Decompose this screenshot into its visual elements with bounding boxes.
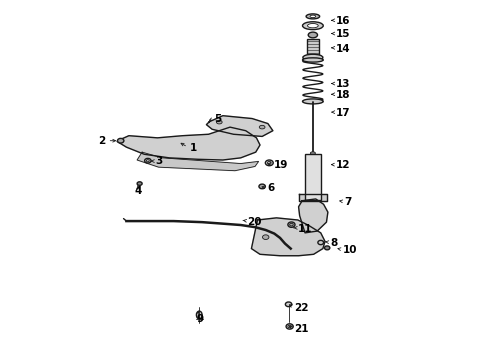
- Ellipse shape: [266, 160, 273, 166]
- Ellipse shape: [302, 58, 323, 62]
- Text: 5: 5: [215, 113, 222, 123]
- Text: 17: 17: [336, 108, 351, 118]
- Bar: [305, 154, 321, 200]
- Text: 1: 1: [190, 143, 197, 153]
- Polygon shape: [206, 116, 273, 136]
- Text: 2: 2: [98, 136, 106, 146]
- Polygon shape: [137, 152, 259, 171]
- Ellipse shape: [217, 120, 222, 124]
- Text: 7: 7: [344, 197, 352, 207]
- Ellipse shape: [303, 54, 323, 61]
- Text: 19: 19: [273, 159, 288, 170]
- Ellipse shape: [306, 14, 319, 19]
- Text: 6: 6: [268, 183, 275, 193]
- Text: 9: 9: [197, 314, 204, 324]
- Polygon shape: [298, 194, 327, 201]
- Text: 14: 14: [336, 44, 351, 54]
- Ellipse shape: [263, 235, 269, 239]
- Polygon shape: [117, 127, 260, 160]
- Ellipse shape: [308, 32, 318, 38]
- Ellipse shape: [196, 311, 202, 319]
- Text: 4: 4: [134, 186, 142, 197]
- Ellipse shape: [318, 240, 323, 245]
- Ellipse shape: [285, 302, 292, 307]
- Text: 12: 12: [336, 159, 350, 170]
- Text: 21: 21: [294, 324, 309, 334]
- Ellipse shape: [259, 125, 265, 129]
- Ellipse shape: [145, 158, 151, 163]
- Text: 11: 11: [298, 224, 312, 234]
- Ellipse shape: [137, 182, 142, 185]
- Text: 16: 16: [336, 16, 350, 26]
- Text: 3: 3: [156, 156, 163, 166]
- Ellipse shape: [288, 222, 295, 227]
- Text: 15: 15: [336, 29, 350, 39]
- Ellipse shape: [302, 22, 323, 30]
- Text: 8: 8: [330, 238, 337, 248]
- Ellipse shape: [259, 184, 266, 189]
- Bar: [307, 39, 318, 56]
- Ellipse shape: [310, 152, 316, 155]
- Polygon shape: [298, 199, 328, 233]
- Ellipse shape: [308, 23, 318, 28]
- Polygon shape: [251, 218, 325, 256]
- Text: 18: 18: [336, 90, 350, 100]
- Ellipse shape: [310, 15, 316, 18]
- Text: 22: 22: [294, 303, 309, 313]
- Ellipse shape: [286, 324, 293, 329]
- Text: 13: 13: [336, 79, 350, 89]
- Text: 20: 20: [247, 217, 261, 227]
- Ellipse shape: [302, 99, 323, 104]
- Text: 10: 10: [343, 246, 357, 255]
- Ellipse shape: [118, 138, 124, 143]
- Ellipse shape: [324, 246, 330, 250]
